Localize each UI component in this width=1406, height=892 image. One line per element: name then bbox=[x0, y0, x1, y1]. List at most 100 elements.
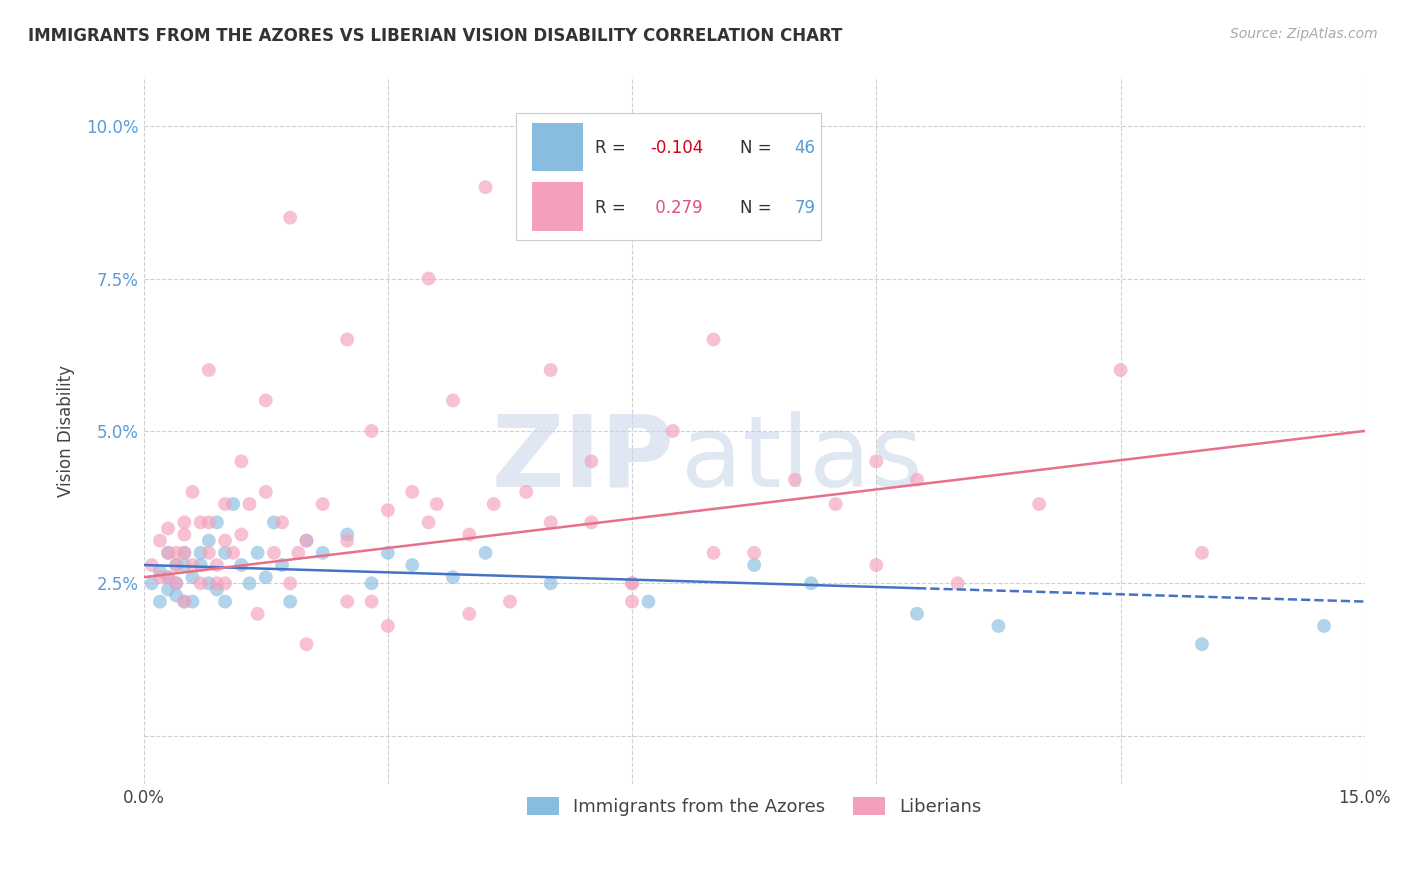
Point bbox=[165, 558, 187, 572]
Point bbox=[197, 363, 219, 377]
Point bbox=[482, 497, 505, 511]
Point bbox=[141, 558, 163, 572]
Point bbox=[905, 607, 928, 621]
Point bbox=[197, 533, 219, 548]
Y-axis label: Vision Disability: Vision Disability bbox=[58, 365, 75, 497]
Point bbox=[800, 576, 823, 591]
Point bbox=[702, 333, 724, 347]
Point bbox=[271, 558, 294, 572]
Text: ZIP: ZIP bbox=[492, 410, 675, 508]
Point bbox=[515, 484, 537, 499]
Point bbox=[946, 576, 969, 591]
Legend: Immigrants from the Azores, Liberians: Immigrants from the Azores, Liberians bbox=[517, 788, 991, 825]
Point bbox=[336, 527, 359, 541]
Point bbox=[742, 546, 765, 560]
Point bbox=[165, 576, 187, 591]
Point bbox=[165, 546, 187, 560]
Point bbox=[149, 533, 172, 548]
Text: 46: 46 bbox=[794, 139, 815, 157]
Text: 79: 79 bbox=[794, 199, 815, 218]
Point bbox=[360, 594, 382, 608]
Point bbox=[149, 564, 172, 578]
Point bbox=[197, 516, 219, 530]
Text: atlas: atlas bbox=[681, 410, 922, 508]
Text: N =: N = bbox=[740, 139, 776, 157]
Point bbox=[181, 558, 204, 572]
Point bbox=[458, 527, 481, 541]
Point bbox=[157, 582, 180, 597]
Point bbox=[197, 576, 219, 591]
Point bbox=[205, 582, 228, 597]
Point bbox=[401, 484, 423, 499]
Point bbox=[190, 576, 212, 591]
Point bbox=[295, 533, 318, 548]
Point bbox=[499, 594, 522, 608]
Point bbox=[1028, 497, 1050, 511]
Point bbox=[581, 454, 603, 468]
Point bbox=[621, 576, 644, 591]
Point bbox=[157, 521, 180, 535]
Point bbox=[231, 527, 253, 541]
Point bbox=[263, 516, 285, 530]
Point bbox=[197, 546, 219, 560]
Text: IMMIGRANTS FROM THE AZORES VS LIBERIAN VISION DISABILITY CORRELATION CHART: IMMIGRANTS FROM THE AZORES VS LIBERIAN V… bbox=[28, 27, 842, 45]
Point bbox=[1313, 619, 1336, 633]
Point bbox=[426, 497, 449, 511]
Point bbox=[173, 546, 195, 560]
Point bbox=[360, 576, 382, 591]
Point bbox=[540, 516, 562, 530]
Point bbox=[824, 497, 846, 511]
Point bbox=[157, 570, 180, 584]
Point bbox=[295, 637, 318, 651]
Point bbox=[312, 497, 335, 511]
Point bbox=[214, 546, 236, 560]
Point bbox=[295, 533, 318, 548]
Point bbox=[205, 576, 228, 591]
Point bbox=[336, 533, 359, 548]
Point bbox=[181, 594, 204, 608]
Point bbox=[278, 576, 301, 591]
Point bbox=[377, 503, 399, 517]
Point bbox=[214, 497, 236, 511]
Point bbox=[157, 546, 180, 560]
Point bbox=[377, 546, 399, 560]
FancyBboxPatch shape bbox=[531, 183, 583, 231]
Point bbox=[190, 546, 212, 560]
Point bbox=[987, 619, 1010, 633]
Point bbox=[287, 546, 309, 560]
Point bbox=[474, 546, 496, 560]
Point bbox=[149, 570, 172, 584]
Point bbox=[263, 546, 285, 560]
FancyBboxPatch shape bbox=[531, 123, 583, 171]
Point bbox=[173, 516, 195, 530]
Point bbox=[540, 363, 562, 377]
Point bbox=[165, 576, 187, 591]
Point bbox=[165, 558, 187, 572]
Point bbox=[254, 570, 277, 584]
Point bbox=[418, 516, 440, 530]
Point bbox=[205, 516, 228, 530]
Point bbox=[783, 473, 806, 487]
Point bbox=[205, 558, 228, 572]
FancyBboxPatch shape bbox=[516, 112, 821, 240]
Point bbox=[441, 570, 464, 584]
Point bbox=[278, 211, 301, 225]
Point bbox=[246, 546, 269, 560]
Point bbox=[1191, 546, 1213, 560]
Text: Source: ZipAtlas.com: Source: ZipAtlas.com bbox=[1230, 27, 1378, 41]
Point bbox=[222, 546, 245, 560]
Point bbox=[1191, 637, 1213, 651]
Point bbox=[312, 546, 335, 560]
Point bbox=[401, 558, 423, 572]
Point bbox=[336, 333, 359, 347]
Point bbox=[157, 570, 180, 584]
Point bbox=[637, 594, 659, 608]
Point bbox=[238, 497, 260, 511]
Point bbox=[214, 576, 236, 591]
Point bbox=[231, 558, 253, 572]
Point bbox=[418, 271, 440, 285]
Point bbox=[222, 497, 245, 511]
Point bbox=[173, 527, 195, 541]
Point bbox=[702, 546, 724, 560]
Point bbox=[278, 594, 301, 608]
